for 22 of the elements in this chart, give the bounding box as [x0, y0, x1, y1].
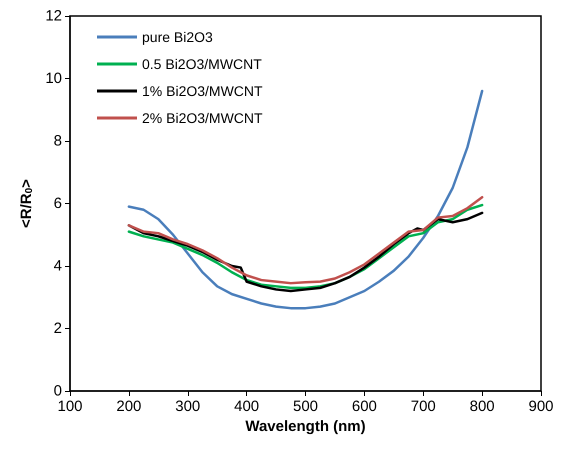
- legend-label: pure Bi2O3: [142, 29, 214, 45]
- legend-label: 2% Bi2O3/MWCNT: [142, 110, 264, 126]
- y-tick-label: 8: [54, 132, 62, 150]
- x-tick-label: 600: [352, 398, 377, 415]
- y-tick-label: 2: [54, 320, 62, 337]
- x-tick-label: 400: [234, 398, 260, 415]
- x-tick-label: 800: [470, 398, 495, 415]
- x-tick-label: 200: [116, 398, 142, 415]
- x-tick-label: 900: [528, 398, 554, 415]
- y-tick-label: 10: [45, 70, 62, 87]
- y-tick-label: 12: [45, 8, 62, 24]
- y-tick-label: 6: [54, 195, 62, 212]
- y-axis-title: <R/R0>: [18, 178, 35, 228]
- y-tick-label: 4: [54, 258, 62, 274]
- x-axis-title: Wavelength (nm): [245, 418, 366, 435]
- x-tick-label: 500: [292, 398, 318, 415]
- x-tick-label: 700: [410, 398, 436, 415]
- x-tick-label: 300: [175, 398, 200, 415]
- x-tick-label: 100: [57, 398, 83, 415]
- y-tick-label: 0: [54, 382, 62, 400]
- legend-label: 0.5 Bi2O3/MWCNT: [142, 56, 262, 72]
- legend-label: 1% Bi2O3/MWCNT: [142, 83, 264, 99]
